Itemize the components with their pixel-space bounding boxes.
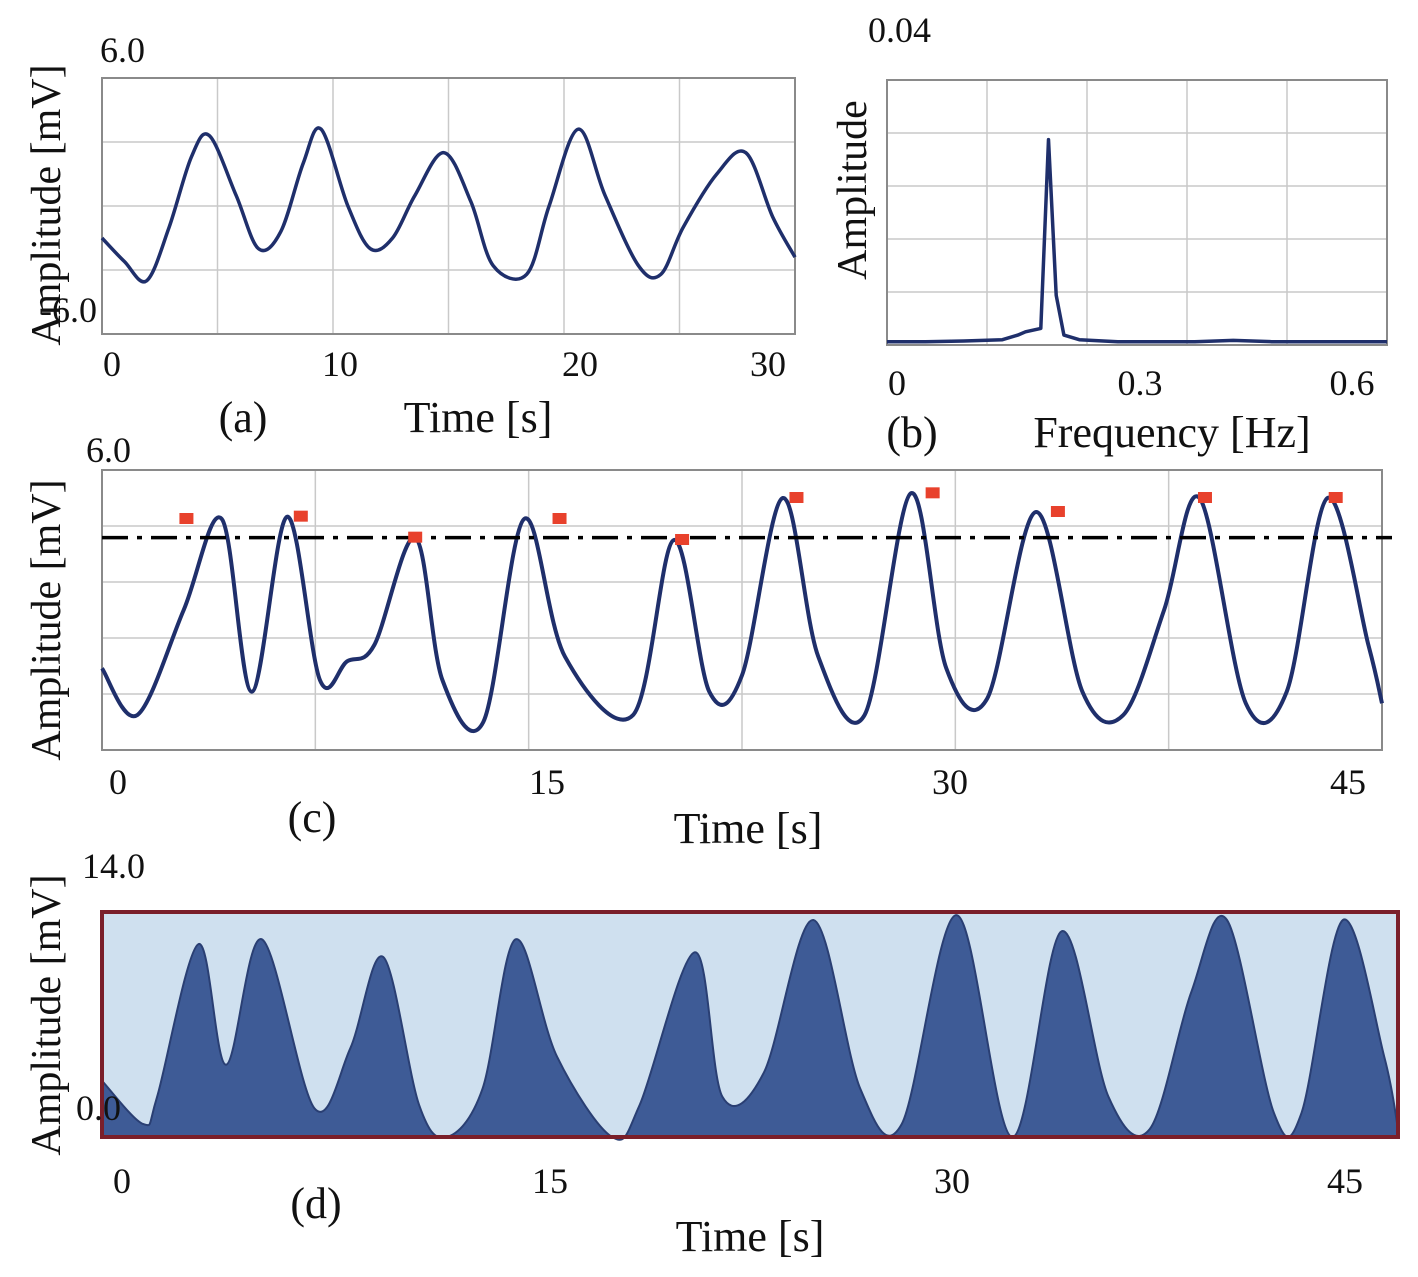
panel-label: (a) [219, 393, 268, 442]
panel-label: (c) [288, 793, 337, 842]
y-axis-title: Amplitude [mV] [24, 64, 70, 345]
y-axis-title: Amplitude [mV] [24, 874, 70, 1155]
y-tick-label: 6.0 [100, 30, 145, 70]
panel-d: 14.0 0.0 0 15 30 45 (d) Time [s] Amplitude [mV] [24, 846, 1400, 1261]
x-tick-label: 45 [1330, 762, 1366, 802]
spectrum-line [887, 137, 1387, 344]
x-tick-label: 30 [932, 762, 968, 802]
y-tick-label: 0.0 [76, 1088, 121, 1128]
x-tick-label: 0.3 [1118, 363, 1163, 403]
plot-frame [100, 910, 1400, 1139]
plot-frame [101, 469, 1383, 751]
y-tick-label: 6.0 [86, 430, 131, 470]
peak-marker [1050, 506, 1065, 517]
x-tick-label: 10 [322, 344, 358, 384]
peak-marker [1197, 492, 1212, 503]
peak-marker [675, 534, 690, 545]
panel-c: 6.0 0 15 30 45 (c) Time [s] Amplitude [mV] [24, 430, 1392, 853]
peak-marker [552, 513, 567, 524]
panel-label: (b) [886, 408, 937, 457]
y-tick-label: 14.0 [82, 846, 145, 886]
x-axis-title: Time [s] [404, 393, 553, 442]
signal-line [100, 126, 797, 284]
x-axis-title: Time [s] [676, 1212, 825, 1261]
x-tick-label: 30 [750, 344, 786, 384]
y-tick-label: -6.0 [40, 290, 97, 330]
peak-marker [925, 487, 940, 499]
y-tick-label: 0.04 [868, 10, 931, 50]
x-tick-label: 0 [888, 363, 906, 403]
x-tick-label: 0 [113, 1161, 131, 1201]
x-axis-title: Frequency [Hz] [1033, 408, 1310, 457]
x-tick-label: 30 [934, 1161, 970, 1201]
peak-marker [293, 510, 308, 522]
x-axis-title: Time [s] [674, 804, 823, 853]
peak-marker [408, 531, 423, 543]
plot-frame [101, 77, 796, 335]
peak-marker [179, 513, 194, 524]
panel-label: (d) [290, 1179, 341, 1228]
panel-a: 6.0 -6.00 10 20 30 (a) Time [s] Amplitude [mV] [24, 30, 797, 442]
x-tick-label: 15 [532, 1161, 568, 1201]
plot-frame [886, 79, 1388, 346]
x-tick-label: 0 [103, 344, 121, 384]
x-tick-label: 20 [562, 344, 598, 384]
signal-line [100, 491, 1384, 733]
x-tick-label: 45 [1327, 1161, 1363, 1201]
peak-marker [1328, 492, 1343, 503]
signal-area [101, 914, 1399, 1141]
peak-marker [789, 492, 804, 503]
x-tick-label: 0.6 [1330, 363, 1375, 403]
y-axis-title: Amplitude [mV] [24, 479, 70, 760]
x-tick-label: 0 [109, 762, 127, 802]
y-axis-title: Amplitude [830, 100, 876, 280]
x-tick-label: 15 [529, 762, 565, 802]
panel-b: 0.04 0 0.3 0.6 (b) Frequency [Hz] Amplitude [830, 10, 1388, 457]
